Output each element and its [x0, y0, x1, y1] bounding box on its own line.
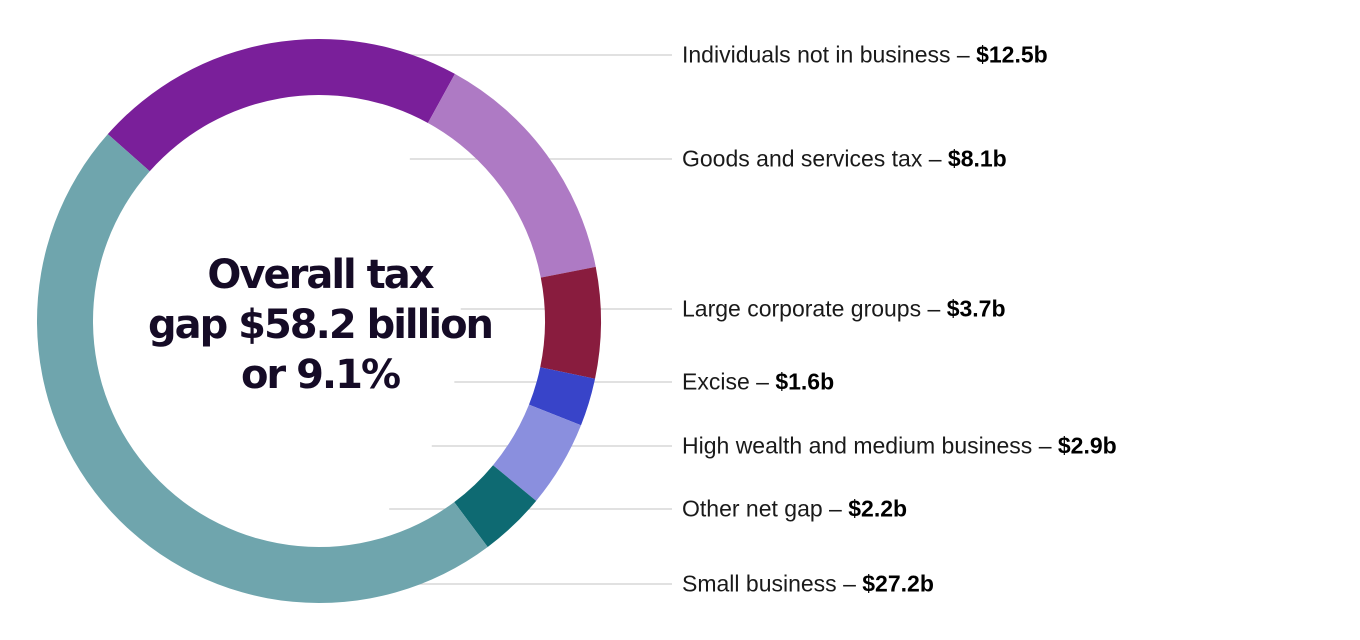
legend-item-value: $3.7b [946, 295, 1006, 322]
legend-item-value: $27.2b [862, 570, 934, 597]
legend-item-small-business: Small business – $27.2b [682, 571, 934, 598]
legend-separator: – [836, 570, 863, 597]
legend-separator: – [749, 368, 776, 395]
center-title-line-2: gap $58.2 billion [147, 302, 494, 348]
donut-slice-other-net-gap [454, 465, 537, 547]
donut-slice-excise [528, 367, 596, 426]
donut-slice-high-wealth [493, 404, 582, 501]
donut-slice-small-business [36, 134, 488, 604]
legend-item-gst: Goods and services tax – $8.1b [682, 146, 1007, 173]
legend-item-name: High wealth and medium business [682, 432, 1033, 459]
legend-separator: – [1032, 432, 1058, 459]
legend-item-name: Large corporate groups [682, 295, 922, 322]
center-title: Overall tax gap $58.2 billion or 9.1% [120, 250, 520, 400]
donut-slice-individuals [107, 38, 455, 172]
legend-item-value: $1.6b [775, 368, 835, 395]
legend-item-high-wealth: High wealth and medium business – $2.9b [682, 433, 1117, 460]
donut-slice-large-corporate [540, 266, 601, 379]
donut-slice-gst [427, 73, 596, 278]
legend-item-name: Small business [682, 570, 837, 597]
legend-item-value: $2.2b [848, 495, 908, 522]
legend-separator: – [922, 145, 948, 172]
donut-slices [36, 38, 601, 604]
legend-item-other-net-gap: Other net gap – $2.2b [682, 496, 907, 523]
legend-item-name: Excise [682, 368, 750, 395]
legend-item-individuals: Individuals not in business – $12.5b [682, 42, 1048, 69]
legend-separator: – [921, 295, 947, 322]
legend-separator: – [950, 41, 977, 68]
legend-item-value: $8.1b [947, 145, 1007, 172]
legend-item-name: Goods and services tax [682, 145, 923, 172]
legend-item-name: Individuals not in business [682, 41, 951, 68]
legend-item-large-corporate: Large corporate groups – $3.7b [682, 296, 1006, 323]
center-title-line-3: or 9.1% [240, 352, 401, 398]
legend-item-name: Other net gap [682, 495, 823, 522]
legend-separator: – [822, 495, 849, 522]
legend-item-value: $2.9b [1057, 432, 1117, 459]
legend-item-value: $12.5b [976, 41, 1048, 68]
center-title-line-1: Overall tax [207, 252, 434, 298]
legend-item-excise: Excise – $1.6b [682, 369, 834, 396]
